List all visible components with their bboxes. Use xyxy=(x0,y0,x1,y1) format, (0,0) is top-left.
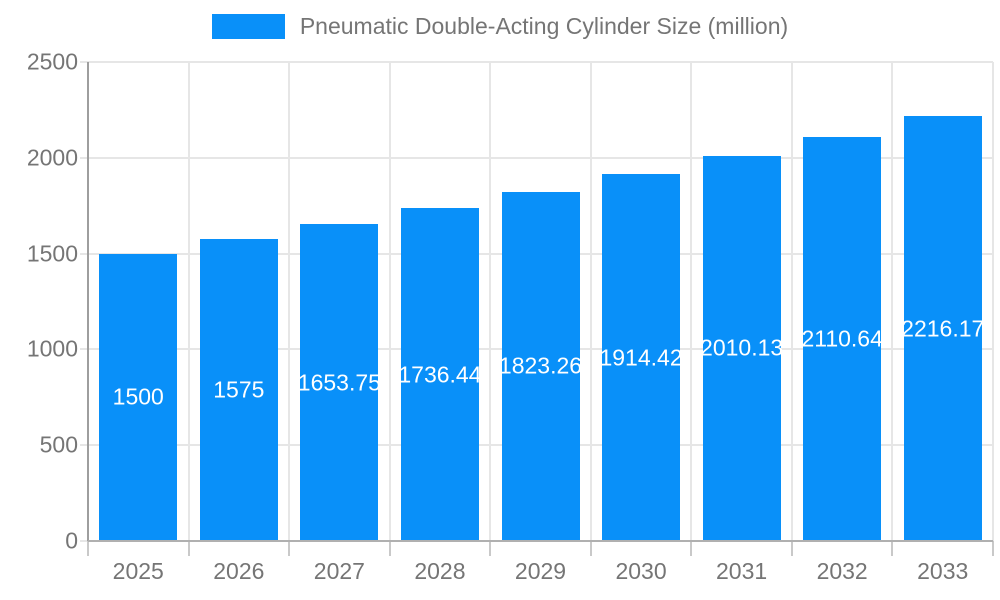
gridline-x xyxy=(690,62,693,541)
x-axis-tick-label: 2025 xyxy=(112,558,164,584)
gridline-x xyxy=(187,62,190,541)
bar-value-label: 1914.42 xyxy=(599,344,683,371)
gridline-x xyxy=(288,62,291,541)
bar-value-label: 1500 xyxy=(112,383,164,410)
x-axis-tick-label: 2031 xyxy=(716,558,768,584)
x-axis-tick xyxy=(992,541,994,556)
x-axis-tick xyxy=(690,541,693,556)
bar-2025[interactable]: 1500 xyxy=(99,253,178,541)
gridline-x xyxy=(589,62,592,541)
x-axis-tick xyxy=(589,541,592,556)
y-axis-tick-label: 2500 xyxy=(26,48,78,75)
legend-label: Pneumatic Double-Acting Cylinder Size (m… xyxy=(299,13,789,39)
gridline-x xyxy=(992,62,994,541)
bar-value-label: 2110.64 xyxy=(801,325,883,352)
bar-value-label: 1653.75 xyxy=(297,369,381,396)
y-axis-tick-label: 1500 xyxy=(26,240,78,267)
x-axis-tick-label: 2033 xyxy=(917,558,969,584)
x-axis-tick xyxy=(87,541,89,556)
bar-2026[interactable]: 1575 xyxy=(199,239,278,541)
bar-value-label: 1736.44 xyxy=(398,361,482,388)
bar-2031[interactable]: 2010.13 xyxy=(700,155,784,541)
x-axis-tick-label: 2032 xyxy=(816,558,868,584)
gridline-x xyxy=(790,62,793,541)
y-axis-tick-label: 0 xyxy=(65,527,78,554)
y-axis-tick-label: 500 xyxy=(39,431,78,458)
gridline-x xyxy=(891,62,894,541)
bar-2033[interactable]: 2216.17 xyxy=(901,116,985,541)
bar-2029[interactable]: 1823.26 xyxy=(498,191,583,541)
x-axis-tick-label: 2027 xyxy=(313,558,365,584)
bar-2028[interactable]: 1736.44 xyxy=(398,208,482,541)
legend[interactable]: Pneumatic Double-Acting Cylinder Size (m… xyxy=(0,13,1000,40)
y-axis-line xyxy=(87,62,89,541)
gridline-x xyxy=(388,62,391,541)
x-axis-line xyxy=(88,540,993,542)
bar-2032[interactable]: 2110.64 xyxy=(801,136,883,541)
bar-value-label: 2216.17 xyxy=(901,315,985,342)
legend-swatch xyxy=(211,14,285,39)
x-axis-tick-label: 2030 xyxy=(615,558,667,584)
bar-value-label: 1575 xyxy=(213,376,265,403)
x-axis-tick xyxy=(790,541,793,556)
y-axis-tick-label: 1000 xyxy=(26,335,78,362)
plot-area: 1500 1575 1653.75 1736.44 1823.26 1914.42 2010… xyxy=(80,61,994,556)
bar-2030[interactable]: 1914.42 xyxy=(599,174,683,541)
gridline-y xyxy=(80,156,993,159)
x-axis-tick-label: 2028 xyxy=(414,558,466,584)
bar-2027[interactable]: 1653.75 xyxy=(297,224,381,541)
x-axis-tick-label: 2029 xyxy=(514,558,567,584)
x-axis-tick-label: 2026 xyxy=(213,558,265,584)
x-axis-tick xyxy=(187,541,190,556)
bar-value-label: 1823.26 xyxy=(498,352,583,379)
x-axis-tick xyxy=(288,541,291,556)
gridline-x xyxy=(489,62,492,541)
x-axis-tick xyxy=(891,541,894,556)
gridline-y xyxy=(80,61,993,63)
y-axis-tick-label: 2000 xyxy=(26,144,78,171)
x-axis-tick xyxy=(489,541,492,556)
bar-value-label: 2010.13 xyxy=(700,334,784,361)
x-axis-tick xyxy=(388,541,391,556)
